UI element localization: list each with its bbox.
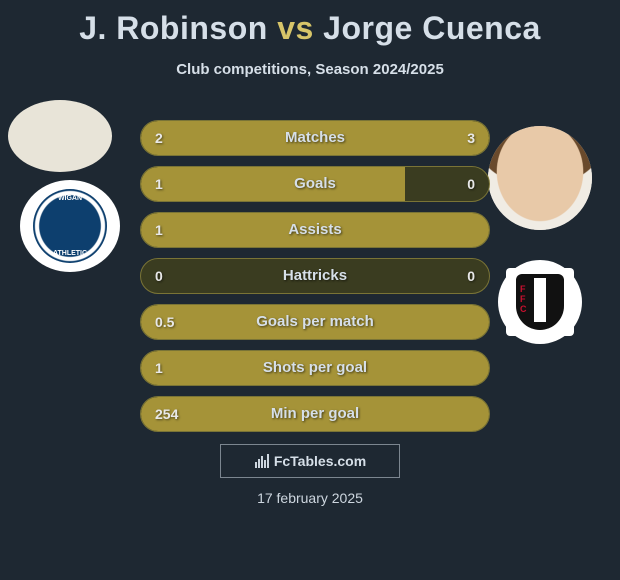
source-label: FcTables.com xyxy=(274,453,366,469)
vs-text: vs xyxy=(277,10,314,46)
stat-label: Assists xyxy=(141,213,489,247)
player1-name: J. Robinson xyxy=(79,10,268,46)
stat-label: Goals xyxy=(141,167,489,201)
stat-label: Hattricks xyxy=(141,259,489,293)
wigan-badge-icon: WIGAN ATHLETIC xyxy=(33,189,107,263)
subtitle: Club competitions, Season 2024/2025 xyxy=(0,61,620,78)
stat-label: Min per goal xyxy=(141,397,489,431)
player2-name: Jorge Cuenca xyxy=(323,10,541,46)
player2-club-badge: FFC xyxy=(498,260,582,344)
chart-icon xyxy=(254,453,270,469)
badge-text-top: WIGAN xyxy=(33,195,107,202)
comparison-title: J. Robinson vs Jorge Cuenca xyxy=(0,0,620,47)
player2-photo xyxy=(488,126,592,230)
source-badge: FcTables.com xyxy=(220,444,400,478)
player2-face-icon xyxy=(488,126,592,230)
stat-label: Shots per goal xyxy=(141,351,489,385)
badge-text-bottom: ATHLETIC xyxy=(33,250,107,257)
stat-row: 0.5Goals per match xyxy=(140,304,490,340)
stat-label: Goals per match xyxy=(141,305,489,339)
fulham-badge-icon: FFC xyxy=(506,268,574,336)
stat-row: 1Assists xyxy=(140,212,490,248)
stat-row: 10Goals xyxy=(140,166,490,202)
stat-row: 23Matches xyxy=(140,120,490,156)
stat-row: 00Hattricks xyxy=(140,258,490,294)
player1-photo xyxy=(8,100,112,172)
player1-club-badge: WIGAN ATHLETIC xyxy=(20,180,120,272)
stat-label: Matches xyxy=(141,121,489,155)
stat-row: 254Min per goal xyxy=(140,396,490,432)
date-label: 17 february 2025 xyxy=(0,490,620,506)
stats-chart: 23Matches 10Goals 1Assists 00Hattricks 0.5Go… xyxy=(140,120,490,442)
stat-row: 1Shots per goal xyxy=(140,350,490,386)
